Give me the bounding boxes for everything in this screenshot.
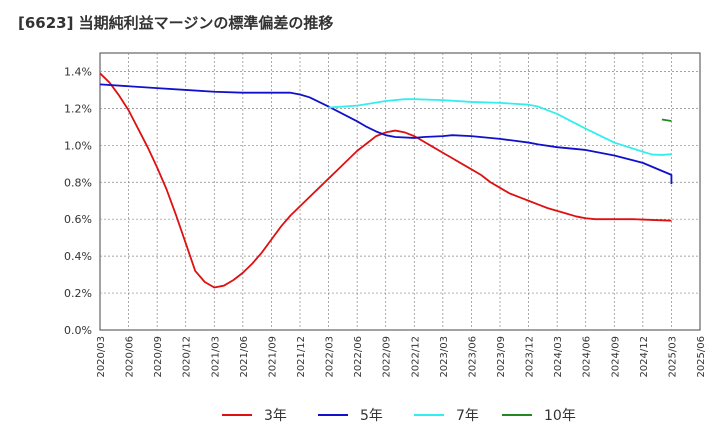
y-tick-label: 0.4% xyxy=(64,250,92,263)
x-axis-ticks: 2020/03 2020/06 2020/09 2020/12 2021/03 2021/… xyxy=(96,336,707,378)
x-tick-label: 2024/09 xyxy=(610,336,621,378)
x-tick-label: 2020/03 xyxy=(96,336,107,378)
x-tick-label: 2022/06 xyxy=(353,336,364,378)
series-line-0 xyxy=(99,72,672,289)
chart-title: [6623] 当期純利益マージンの標準偏差の推移 xyxy=(18,14,334,32)
y-tick-label: 0.6% xyxy=(64,213,92,226)
y-axis-ticks: 0.0% 0.2% 0.4% 0.6% 0.8% 1.0% 1.2% 1.4% xyxy=(64,65,92,337)
x-tick-label: 2025/06 xyxy=(696,336,707,378)
x-tick-label: 2020/12 xyxy=(182,336,193,378)
x-tick-label: 2021/03 xyxy=(210,336,221,378)
x-tick-label: 2025/03 xyxy=(667,336,678,378)
x-tick-label: 2021/06 xyxy=(239,336,250,378)
y-tick-label: 0.2% xyxy=(64,287,92,300)
x-tick-label: 2022/03 xyxy=(325,336,336,378)
x-tick-label: 2023/09 xyxy=(496,336,507,378)
x-tick-label: 2024/12 xyxy=(639,336,650,378)
x-tick-label: 2022/09 xyxy=(382,336,393,378)
x-tick-label: 2021/09 xyxy=(267,336,278,378)
x-tick-label: 2024/03 xyxy=(553,336,564,378)
y-tick-label: 1.4% xyxy=(64,65,92,78)
series-line-1 xyxy=(99,83,673,185)
legend-label-0: 3年 xyxy=(264,408,287,424)
y-tick-label: 1.2% xyxy=(64,102,92,115)
legend-label-2: 7年 xyxy=(456,408,479,424)
x-tick-label: 2023/03 xyxy=(439,336,450,378)
y-tick-label: 0.8% xyxy=(64,176,92,189)
grid xyxy=(99,52,701,331)
x-tick-label: 2023/12 xyxy=(525,336,536,378)
y-tick-label: 1.0% xyxy=(64,139,92,152)
series-line-2 xyxy=(328,98,672,156)
x-tick-label: 2021/12 xyxy=(296,336,307,378)
x-tick-label: 2023/06 xyxy=(467,336,478,378)
x-tick-label: 2020/06 xyxy=(125,336,136,378)
x-tick-label: 2024/06 xyxy=(582,336,593,378)
y-tick-label: 0.0% xyxy=(64,324,92,337)
series-lines xyxy=(99,72,673,289)
legend-label-1: 5年 xyxy=(360,408,383,424)
legend-label-3: 10年 xyxy=(544,408,576,424)
legend: 3年 5年 7年 10年 xyxy=(222,408,576,424)
plot-frame xyxy=(99,52,701,331)
x-tick-label: 2022/12 xyxy=(410,336,421,378)
x-tick-label: 2020/09 xyxy=(153,336,164,378)
series-line-3 xyxy=(661,118,672,122)
